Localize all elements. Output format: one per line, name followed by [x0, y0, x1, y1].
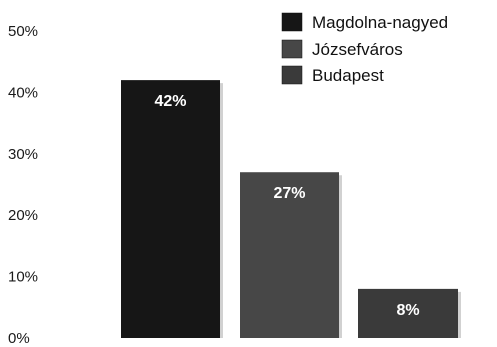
y-tick-label: 50%	[8, 23, 38, 40]
legend-swatch	[281, 12, 303, 32]
legend-label: Magdolna-nagyed	[312, 13, 448, 32]
legend-label: Józsefváros	[312, 40, 403, 59]
y-tick-label: 40%	[8, 84, 38, 101]
bar	[121, 80, 220, 339]
bars: 42% 27% 8%	[121, 80, 461, 339]
bar	[240, 172, 339, 338]
y-tick-label: 30%	[8, 146, 38, 163]
y-axis: 0% 10% 20% 30% 40% 50%	[8, 23, 38, 347]
bar	[358, 288, 458, 338]
data-label: 42%	[154, 93, 186, 110]
legend: Magdolna-nagyed Józsefváros Budapest	[281, 12, 448, 85]
data-label: 27%	[273, 185, 305, 202]
y-tick-label: 0%	[8, 330, 30, 347]
legend-swatch	[281, 39, 303, 59]
y-tick-label: 20%	[8, 207, 38, 224]
legend-label: Budapest	[312, 66, 384, 85]
data-label: 8%	[396, 302, 419, 319]
y-tick-label: 10%	[8, 269, 38, 286]
legend-swatch	[281, 65, 303, 85]
